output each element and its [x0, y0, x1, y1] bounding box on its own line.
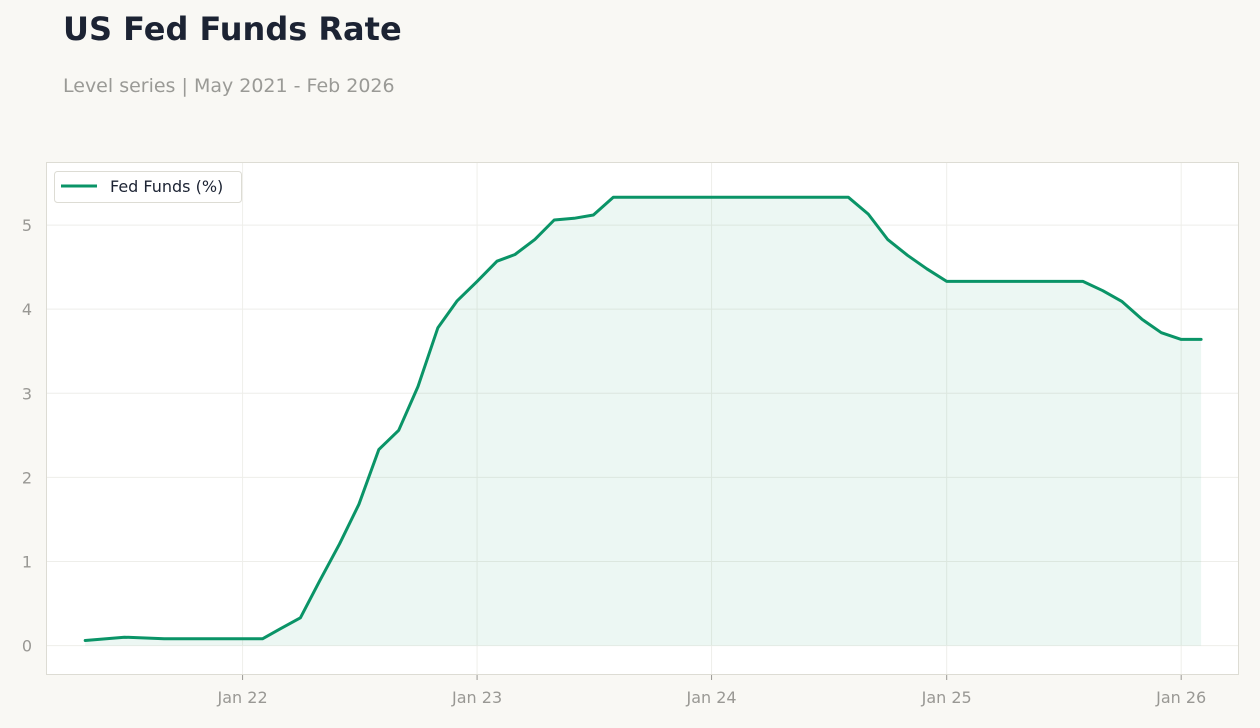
x-tick-label: Jan 23: [451, 688, 502, 707]
y-tick-label: 5: [22, 216, 32, 235]
grid: [46, 162, 1239, 675]
x-axis: Jan 22 Jan 23 Jan 24 Jan 25 Jan 26: [217, 675, 1206, 707]
y-tick-label: 4: [22, 300, 32, 319]
y-tick-label: 2: [22, 468, 32, 487]
legend: Fed Funds (%): [54, 171, 242, 203]
x-tick-label: Jan 25: [921, 688, 972, 707]
plot-border: [46, 162, 1239, 675]
series-area-fed-funds: [85, 197, 1202, 646]
x-tick-label: Jan 22: [217, 688, 268, 707]
x-tick-label: Jan 24: [686, 688, 737, 707]
series-line-fed-funds: [83, 195, 1203, 642]
legend-label-fed-funds: Fed Funds (%): [110, 177, 223, 196]
y-tick-label: 0: [22, 637, 32, 656]
plot-area: [46, 162, 1239, 675]
y-axis: 0 1 2 3 4 5: [22, 216, 32, 655]
y-tick-label: 3: [22, 384, 32, 403]
chart-title: US Fed Funds Rate: [63, 10, 402, 48]
x-tick-label: Jan 26: [1155, 688, 1206, 707]
legend-box: [54, 171, 242, 203]
chart-subtitle: Level series | May 2021 - Feb 2026: [63, 75, 395, 97]
y-tick-label: 1: [22, 552, 32, 571]
